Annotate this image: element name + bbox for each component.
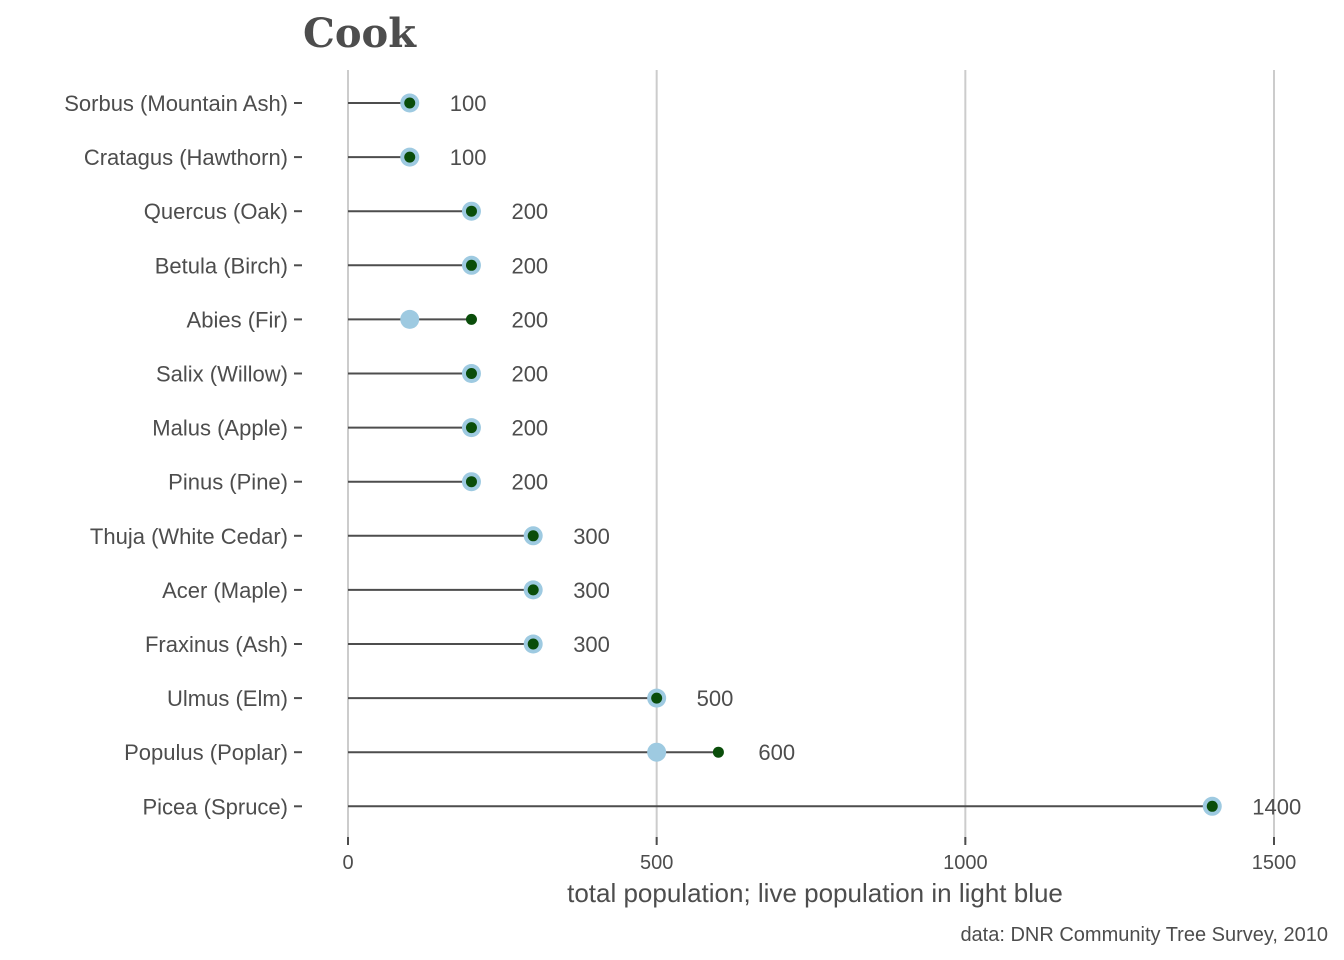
value-label: 200 [511,470,548,495]
value-label: 200 [511,362,548,387]
x-tick-label: 1000 [943,852,988,874]
value-label: 200 [511,416,548,441]
value-label: 200 [511,307,548,332]
x-axis-title: total population; live population in lig… [567,878,1063,908]
total-point [404,97,416,109]
category-label: Cratagus (Hawthorn) [84,145,288,170]
value-label: 1400 [1252,794,1301,819]
live-point [647,742,667,762]
value-label: 600 [758,740,795,765]
category-label: Sorbus (Mountain Ash) [64,91,288,116]
x-tick-label: 0 [342,852,353,874]
caption: data: DNR Community Tree Survey, 2010 [960,924,1328,946]
category-label: Betula (Birch) [155,253,288,278]
total-point [465,313,477,325]
category-label: Quercus (Oak) [144,199,288,224]
category-label: Abies (Fir) [187,307,288,332]
total-point [465,422,477,434]
category-label: Thuja (White Cedar) [90,524,288,549]
value-label: 300 [573,632,610,657]
stems [348,102,1213,808]
category-label: Ulmus (Elm) [167,686,288,711]
category-label: Picea (Spruce) [142,794,288,819]
value-label: 300 [573,578,610,603]
total-point [712,746,724,758]
category-label: Salix (Willow) [156,362,288,387]
x-tick-label: 500 [640,852,673,874]
x-tick-label: 1500 [1252,852,1297,874]
total-point [465,368,477,379]
total-point [651,692,663,704]
category-label: Pinus (Pine) [168,470,288,495]
total-point [404,151,416,163]
category-label: Malus (Apple) [152,416,288,441]
category-label: Acer (Maple) [162,578,288,603]
x-axis-ticks: 0 500 1000 1500 [342,837,1296,874]
category-labels: Sorbus (Mountain Ash) Cratagus (Hawthorn)… [64,91,302,819]
value-label: 300 [573,524,610,549]
total-point [527,530,539,542]
total-point [465,476,477,488]
value-label: 200 [511,199,548,224]
value-label: 200 [511,253,548,278]
category-label: Fraxinus (Ash) [145,632,288,657]
category-label: Populus (Poplar) [124,740,288,765]
total-point [527,638,539,650]
total-points [404,97,1218,812]
live-points [400,93,1222,816]
total-point [527,584,539,596]
live-point [400,309,420,329]
value-label: 100 [450,145,487,170]
grid-lines [347,70,1275,842]
total-point [465,259,477,271]
value-labels: 100 100 200 200 200 200 200 200 300 300 300 500 600 1… [450,91,1301,819]
value-label: 500 [697,686,734,711]
chart-title: Cook [303,10,417,57]
total-point [465,205,477,217]
total-point [1206,800,1218,812]
value-label: 100 [450,91,487,116]
